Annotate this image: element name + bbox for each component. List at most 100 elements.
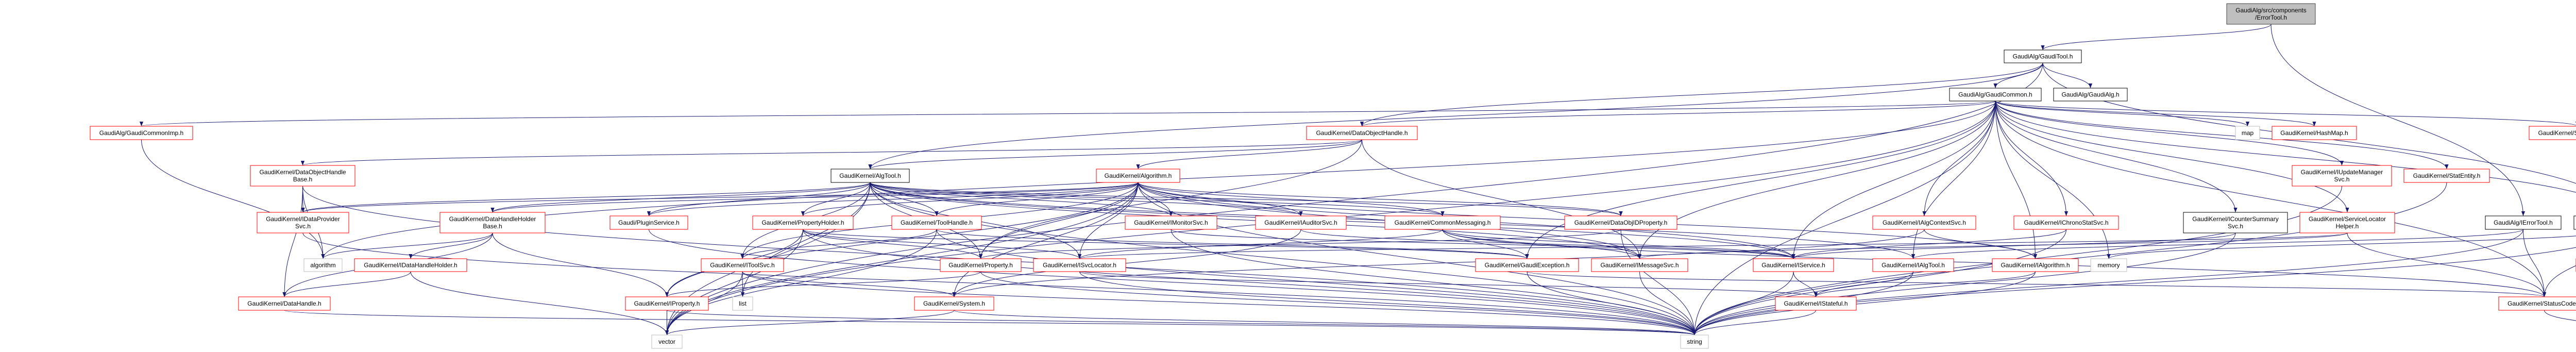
node-ToolHandle[interactable]: GaudiKernel/ToolHandle.h (891, 215, 982, 230)
node-box[interactable] (1384, 215, 1501, 230)
node-box[interactable] (2013, 215, 2119, 230)
node-box[interactable] (2299, 212, 2395, 233)
node-box[interactable] (732, 296, 753, 311)
node-DataObjectHandle[interactable]: GaudiKernel/DataObjectHandle.h (1306, 126, 1418, 140)
node-box[interactable] (1591, 258, 1688, 272)
node-box[interactable] (752, 215, 854, 230)
node-IProperty[interactable]: GaudiKernel/IProperty.h (625, 296, 709, 311)
node-DataObject[interactable]: GaudiKernel/DataObject.h (2573, 215, 2576, 230)
node-box[interactable] (2403, 169, 2490, 183)
node-DataHandle[interactable]: GaudiKernel/DataHandle.h (238, 296, 331, 311)
node-GaudiCommon[interactable]: GaudiAlg/GaudiCommon.h (1949, 88, 2042, 102)
node-box[interactable] (2498, 296, 2576, 311)
node-algorithm[interactable]: algorithm (303, 258, 343, 272)
node-box[interactable] (1564, 215, 1677, 230)
node-IService[interactable]: GaudiKernel/IService.h (1753, 258, 1834, 272)
node-box[interactable] (2529, 126, 2576, 140)
node-box[interactable] (439, 212, 546, 233)
node-IAlgTool[interactable]: GaudiKernel/IAlgTool.h (1872, 258, 1954, 272)
node-box[interactable] (1680, 334, 1709, 349)
node-root[interactable]: GaudiAlg/src/components/ErrorTool.h (2226, 3, 2316, 25)
node-box[interactable] (1872, 258, 1954, 272)
node-box[interactable] (303, 258, 343, 272)
node-box[interactable] (701, 258, 784, 272)
node-PluginService[interactable]: Gaudi/PluginService.h (609, 215, 688, 230)
node-SmartDataPtr[interactable]: GaudiKernel/SmartDataPtr.h (2529, 126, 2576, 140)
node-box[interactable] (1992, 258, 2079, 272)
node-box[interactable] (1125, 215, 1217, 230)
node-box[interactable] (940, 258, 1022, 272)
node-box[interactable] (2090, 258, 2127, 272)
node-box[interactable] (609, 215, 688, 230)
node-box[interactable] (1872, 215, 1976, 230)
node-label: GaudiKernel/PropertyHolder.h (761, 219, 844, 226)
node-box[interactable] (1949, 88, 2042, 102)
node-box[interactable] (651, 334, 683, 349)
node-StatusCode[interactable]: GaudiKernel/StatusCode.h (2498, 296, 2576, 311)
node-StatEntity[interactable]: GaudiKernel/StatEntity.h (2403, 169, 2490, 183)
node-box[interactable] (2004, 49, 2082, 63)
node-System[interactable]: GaudiKernel/System.h (914, 296, 994, 311)
node-IDataHandleHolder[interactable]: GaudiKernel/IDataHandleHolder.h (354, 258, 467, 272)
node-box[interactable] (1753, 258, 1834, 272)
edge-GaudiCommon-to-SmartDataPtr (1995, 100, 2576, 126)
node-box[interactable] (2235, 126, 2260, 140)
node-box[interactable] (2573, 215, 2576, 230)
node-box[interactable] (2053, 88, 2128, 102)
node-box[interactable] (2292, 165, 2392, 187)
node-IAlgContextSvc[interactable]: GaudiKernel/IAlgContextSvc.h (1872, 215, 1976, 230)
node-box[interactable] (1255, 215, 1347, 230)
node-box[interactable] (2226, 3, 2316, 25)
node-GaudiAlg[interactable]: GaudiAlg/GaudiAlg.h (2053, 88, 2128, 102)
node-HashMap[interactable]: GaudiKernel/HashMap.h (2272, 126, 2357, 140)
node-IMonitorSvc[interactable]: GaudiKernel/IMonitorSvc.h (1125, 215, 1217, 230)
node-box[interactable] (891, 215, 982, 230)
node-box[interactable] (1033, 258, 1126, 272)
node-DataObjIDProperty[interactable]: GaudiKernel/DataObjIDProperty.h (1564, 215, 1677, 230)
node-GaudiCommonImp[interactable]: GaudiAlg/GaudiCommonImp.h (90, 126, 193, 140)
node-AlgTool[interactable]: GaudiKernel/AlgTool.h (831, 169, 910, 183)
node-CommonMessaging[interactable]: GaudiKernel/CommonMessaging.h (1384, 215, 1501, 230)
node-IStateful[interactable]: GaudiKernel/IStateful.h (1775, 296, 1857, 311)
node-box[interactable] (1306, 126, 1418, 140)
node-box[interactable] (914, 296, 994, 311)
node-box[interactable] (250, 165, 355, 187)
node-box[interactable] (1475, 258, 1579, 272)
node-IErrorTool[interactable]: GaudiAlg/IErrorTool.h (2485, 215, 2562, 230)
edge-GaudiCommon-to-IAlgContextSvc (1922, 100, 1996, 216)
node-vector[interactable]: vector (651, 334, 683, 349)
node-IAlgorithm[interactable]: GaudiKernel/IAlgorithm.h (1992, 258, 2079, 272)
node-Property[interactable]: GaudiKernel/Property.h (940, 258, 1022, 272)
node-box[interactable] (90, 126, 193, 140)
node-box[interactable] (831, 169, 910, 183)
node-IToolSvc[interactable]: GaudiKernel/IToolSvc.h (701, 258, 784, 272)
node-list[interactable]: list (732, 296, 753, 311)
node-box[interactable] (625, 296, 709, 311)
node-IMessageSvc[interactable]: GaudiKernel/IMessageSvc.h (1591, 258, 1688, 272)
node-box[interactable] (1775, 296, 1857, 311)
node-memory[interactable]: memory (2090, 258, 2127, 272)
node-PropertyHolder[interactable]: GaudiKernel/PropertyHolder.h (752, 215, 854, 230)
node-Algorithm[interactable]: GaudiKernel/Algorithm.h (1096, 169, 1180, 183)
node-string[interactable]: string (1680, 334, 1709, 349)
node-box[interactable] (257, 212, 349, 233)
node-ISvcLocator[interactable]: GaudiKernel/ISvcLocator.h (1033, 258, 1126, 272)
node-box[interactable] (354, 258, 467, 272)
node-box[interactable] (2272, 126, 2357, 140)
node-GaudiTool[interactable]: GaudiAlg/GaudiTool.h (2004, 49, 2082, 63)
node-IChronoStatSvc[interactable]: GaudiKernel/IChronoStatSvc.h (2013, 215, 2119, 230)
node-box[interactable] (2183, 212, 2288, 233)
node-map[interactable]: map (2235, 126, 2260, 140)
node-IAuditorSvc[interactable]: GaudiKernel/IAuditorSvc.h (1255, 215, 1347, 230)
node-GaudiException[interactable]: GaudiKernel/GaudiException.h (1475, 258, 1579, 272)
node-box[interactable] (2485, 215, 2562, 230)
edge-IToolSvc-to-list (740, 271, 745, 297)
node-box[interactable] (238, 296, 331, 311)
node-box[interactable] (1096, 169, 1180, 183)
